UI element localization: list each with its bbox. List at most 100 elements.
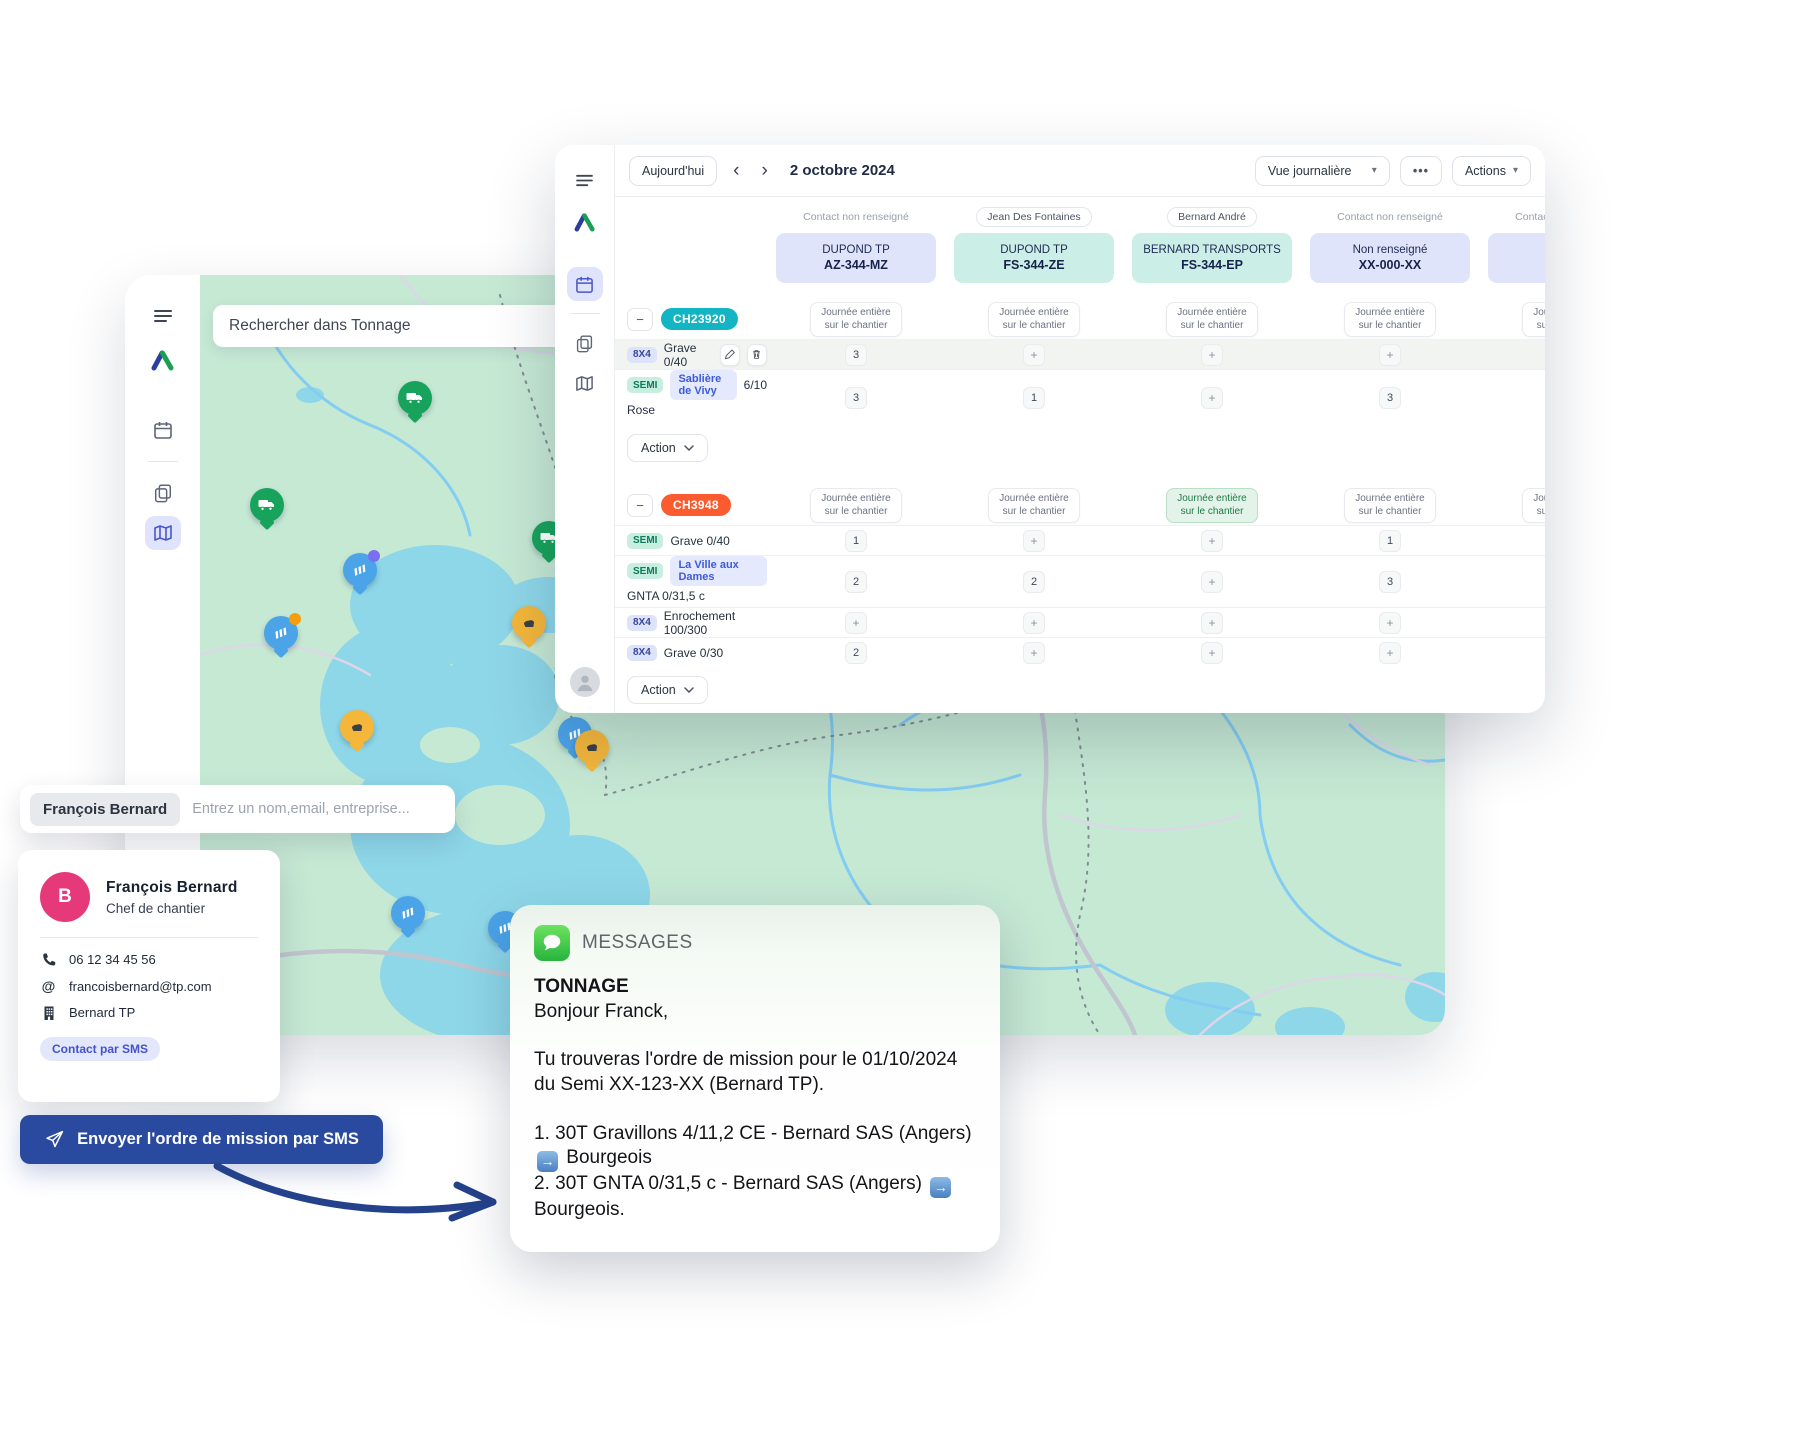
add-cell-button[interactable]: + — [1201, 343, 1223, 366]
worksite-chip[interactable]: CH23920 — [661, 308, 738, 330]
contact-chip[interactable]: Jean Des Fontaines — [976, 207, 1092, 227]
add-cell-button[interactable]: + — [1201, 386, 1223, 409]
next-day-button[interactable]: › — [755, 158, 773, 184]
sidebar-item-orders[interactable] — [145, 476, 181, 510]
truck-card[interactable] — [1488, 233, 1545, 283]
edit-button[interactable] — [719, 343, 740, 366]
cell-value[interactable]: 1 — [1023, 386, 1045, 409]
sidebar-item-planning[interactable] — [566, 267, 603, 301]
cell-value[interactable]: 1 — [845, 529, 867, 552]
section-action-row: Action — [615, 671, 1545, 709]
sidebar-item-planning[interactable] — [145, 413, 181, 447]
user-avatar[interactable] — [569, 667, 600, 697]
add-cell-button[interactable]: + — [1201, 570, 1223, 593]
map-pin-truck[interactable] — [398, 381, 432, 415]
contact-card: B François Bernard Chef de chantier 06 1… — [18, 850, 280, 1102]
phone-icon — [40, 952, 57, 967]
actions-button[interactable]: Actions ▾ — [1451, 155, 1531, 186]
add-cell-button[interactable]: + — [1201, 529, 1223, 552]
material-label: GNTA 0/31,5 c — [627, 589, 705, 603]
contact-name: François Bernard — [106, 878, 238, 896]
action-menu-button[interactable]: Action — [627, 676, 708, 704]
cell-value[interactable]: 3 — [1379, 386, 1401, 409]
prev-day-button[interactable]: ‹ — [727, 158, 745, 184]
add-cell-button[interactable]: + — [1201, 611, 1223, 634]
cell-value[interactable]: 3 — [845, 343, 867, 366]
delete-button[interactable] — [746, 343, 767, 366]
map-search-bar — [213, 305, 585, 347]
cell-value[interactable]: 2 — [845, 641, 867, 664]
menu-button[interactable] — [145, 299, 181, 333]
sidebar-item-orders[interactable] — [567, 326, 603, 360]
sidebar-item-map[interactable] — [567, 366, 603, 400]
view-select[interactable]: Vue journalière ▾ — [1254, 155, 1390, 186]
map-pin-rocks[interactable] — [340, 710, 374, 744]
map-search-input[interactable] — [229, 317, 569, 335]
add-cell-button[interactable]: + — [845, 611, 867, 634]
add-cell-button[interactable]: + — [1023, 611, 1045, 634]
logo-icon — [151, 350, 173, 371]
map-pin-quarry[interactable] — [343, 550, 380, 587]
message-mission-1: 1. 30T Gravillons 4/11,2 CE - Bernard SA… — [534, 1122, 976, 1173]
map-pin-rocks[interactable] — [512, 606, 546, 640]
add-cell-button[interactable]: + — [1023, 529, 1045, 552]
menu-button[interactable] — [567, 163, 603, 197]
map-pin-rocks[interactable] — [575, 730, 609, 764]
sidebar-item-map[interactable] — [144, 516, 181, 550]
add-cell-button[interactable]: + — [1379, 611, 1401, 634]
add-cell-button[interactable]: + — [1379, 343, 1401, 366]
cell-value[interactable]: 3 — [845, 386, 867, 409]
sms-notification-card[interactable]: MESSAGES TONNAGE Bonjour Franck, Tu trou… — [510, 905, 1000, 1252]
cell-value[interactable]: 2 — [1023, 570, 1045, 593]
action-menu-button[interactable]: Action — [627, 434, 708, 462]
add-cell-button[interactable]: + — [1379, 641, 1401, 664]
worksite-chip[interactable]: CH3948 — [661, 494, 731, 516]
contact-chip[interactable]: Bernard André — [1167, 207, 1257, 227]
truck-card[interactable]: BERNARD TRANSPORTS FS-344-EP — [1132, 233, 1292, 283]
map-icon — [153, 525, 172, 541]
contact-phone[interactable]: 06 12 34 45 56 — [69, 952, 156, 967]
more-options-button[interactable]: ••• — [1399, 155, 1442, 186]
selected-contact-chip[interactable]: François Bernard — [30, 792, 181, 826]
cell-value[interactable]: 3 — [1379, 570, 1401, 593]
messages-app-title: MESSAGES — [582, 932, 693, 953]
map-pin-truck[interactable] — [250, 488, 284, 522]
truck-card[interactable]: DUPOND TP FS-344-ZE — [954, 233, 1114, 283]
contact-label: Contact non renseigné — [1515, 211, 1545, 223]
collapse-button[interactable]: − — [627, 307, 653, 331]
add-cell-button[interactable]: + — [1023, 343, 1045, 366]
contact-sms-chip[interactable]: Contact par SMS — [40, 1037, 161, 1061]
day-chip-selected[interactable]: Journée entière sur le chantier — [1166, 487, 1258, 523]
site-chip[interactable]: La Ville aux Dames — [670, 556, 767, 586]
today-button[interactable]: Aujourd'hui — [629, 155, 718, 186]
map-pin-quarry[interactable] — [264, 613, 301, 650]
material-label: Grave 0/40 — [663, 340, 697, 369]
collapse-button[interactable]: − — [627, 493, 653, 517]
map-pin-quarry[interactable] — [391, 896, 425, 930]
arrow-right-emoji: → — [930, 1176, 952, 1198]
contact-search-input[interactable] — [192, 801, 445, 817]
material-label: Grave 0/40 — [670, 533, 730, 548]
contact-email[interactable]: francoisbernard@tp.com — [69, 978, 212, 994]
app-logo — [145, 343, 181, 377]
add-cell-button[interactable]: + — [1023, 641, 1045, 664]
truck-card[interactable]: Non renseigné XX-000-XX — [1310, 233, 1470, 283]
send-mission-sms-button[interactable]: Envoyer l'ordre de mission par SMS — [20, 1115, 383, 1164]
add-cell-button[interactable]: + — [1201, 641, 1223, 664]
truck-card[interactable]: DUPOND TP AZ-344-MZ — [776, 233, 936, 283]
cell-value[interactable]: 1 — [1379, 529, 1401, 552]
rocks-icon — [586, 744, 598, 752]
site-chip[interactable]: Sablière de Vivy — [670, 370, 737, 400]
section-action-row: Action — [615, 429, 1545, 467]
contacts-row: Contact non renseigné Jean Des Fontaines… — [615, 205, 1545, 229]
cell-value[interactable]: 2 — [845, 570, 867, 593]
